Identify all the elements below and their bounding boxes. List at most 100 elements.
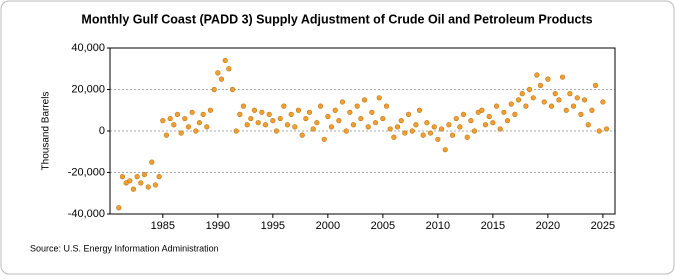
data-point: [530, 95, 536, 101]
data-point: [545, 76, 551, 82]
data-point: [420, 132, 426, 138]
data-point: [592, 82, 599, 88]
data-point: [380, 115, 386, 122]
data-point: [464, 134, 470, 140]
data-point: [215, 70, 221, 76]
data-point: [435, 136, 441, 142]
data-point: [457, 124, 463, 130]
data-point: [563, 107, 569, 113]
data-point: [347, 109, 353, 115]
data-point: [237, 111, 243, 117]
data-point: [409, 128, 415, 134]
y-tick-label: 0: [99, 125, 105, 137]
data-point: [424, 120, 430, 126]
data-point: [288, 111, 294, 117]
data-point: [453, 115, 459, 122]
x-tick-label: 1995: [261, 220, 285, 232]
data-point: [127, 178, 133, 184]
data-point: [193, 128, 199, 134]
data-point: [259, 109, 265, 115]
data-point: [251, 107, 258, 113]
data-point: [600, 99, 606, 105]
x-tick-label: 2025: [591, 220, 615, 232]
plot-area: [109, 47, 616, 215]
data-point: [515, 97, 522, 103]
data-point: [130, 186, 137, 192]
x-tick-label: 2015: [481, 220, 505, 232]
data-point: [446, 122, 452, 128]
data-point: [556, 97, 562, 103]
data-point: [119, 174, 126, 180]
x-tick-label: 2005: [371, 220, 395, 232]
x-tick-label: 1985: [151, 220, 175, 232]
chart-title: Monthly Gulf Coast (PADD 3) Supply Adjus…: [81, 12, 592, 26]
data-point: [519, 91, 525, 97]
data-point: [372, 120, 379, 126]
data-point: [248, 115, 254, 122]
data-point: [468, 118, 474, 124]
data-point: [365, 124, 371, 130]
data-point: [141, 171, 148, 178]
y-axis-label: Thousand Barrels: [41, 92, 52, 171]
data-point: [229, 86, 236, 93]
data-point: [552, 91, 558, 97]
data-point: [189, 109, 195, 115]
data-point: [116, 205, 122, 211]
y-tick-label: 40,000: [71, 42, 105, 54]
x-tick-label: 2000: [316, 220, 340, 232]
data-point: [277, 115, 283, 122]
data-point: [479, 107, 485, 113]
data-point: [405, 111, 412, 117]
data-point: [504, 118, 511, 124]
data-point: [244, 122, 250, 128]
data-point: [508, 101, 514, 107]
data-point: [501, 109, 507, 115]
data-point: [603, 126, 610, 132]
data-point: [427, 130, 434, 136]
data-point: [431, 124, 437, 130]
data-point: [548, 103, 555, 109]
data-point: [281, 103, 287, 109]
data-point: [343, 128, 349, 134]
data-point: [358, 115, 364, 122]
data-point: [585, 122, 591, 128]
data-point: [222, 57, 228, 64]
data-point: [361, 97, 368, 103]
data-point: [438, 126, 445, 132]
data-point: [350, 122, 357, 128]
data-point: [255, 120, 261, 126]
data-point: [273, 128, 280, 134]
data-point: [284, 122, 291, 128]
data-point: [156, 174, 162, 180]
data-point: [490, 120, 496, 126]
data-point: [581, 97, 588, 103]
data-point: [317, 103, 324, 109]
data-point: [482, 122, 489, 128]
data-point: [138, 180, 144, 186]
data-point: [226, 66, 232, 72]
data-point: [512, 111, 518, 117]
data-point: [339, 99, 346, 105]
data-point: [185, 124, 192, 130]
data-point: [160, 118, 166, 124]
data-point: [207, 107, 214, 113]
data-point: [497, 126, 503, 132]
data-point: [204, 124, 210, 130]
data-point: [328, 124, 335, 130]
data-point: [460, 111, 467, 117]
source-note: Source: U.S. Energy Information Administ…: [30, 243, 219, 253]
data-point: [178, 130, 184, 136]
data-point: [196, 120, 203, 126]
data-point: [292, 124, 298, 130]
data-point: [449, 132, 456, 138]
data-point: [442, 147, 448, 153]
data-point: [486, 113, 492, 120]
data-point: [383, 103, 390, 109]
data-point: [369, 109, 375, 115]
data-point: [152, 182, 159, 188]
data-point: [200, 111, 206, 117]
data-point: [163, 132, 170, 138]
data-point: [526, 86, 533, 93]
data-point: [321, 136, 327, 142]
